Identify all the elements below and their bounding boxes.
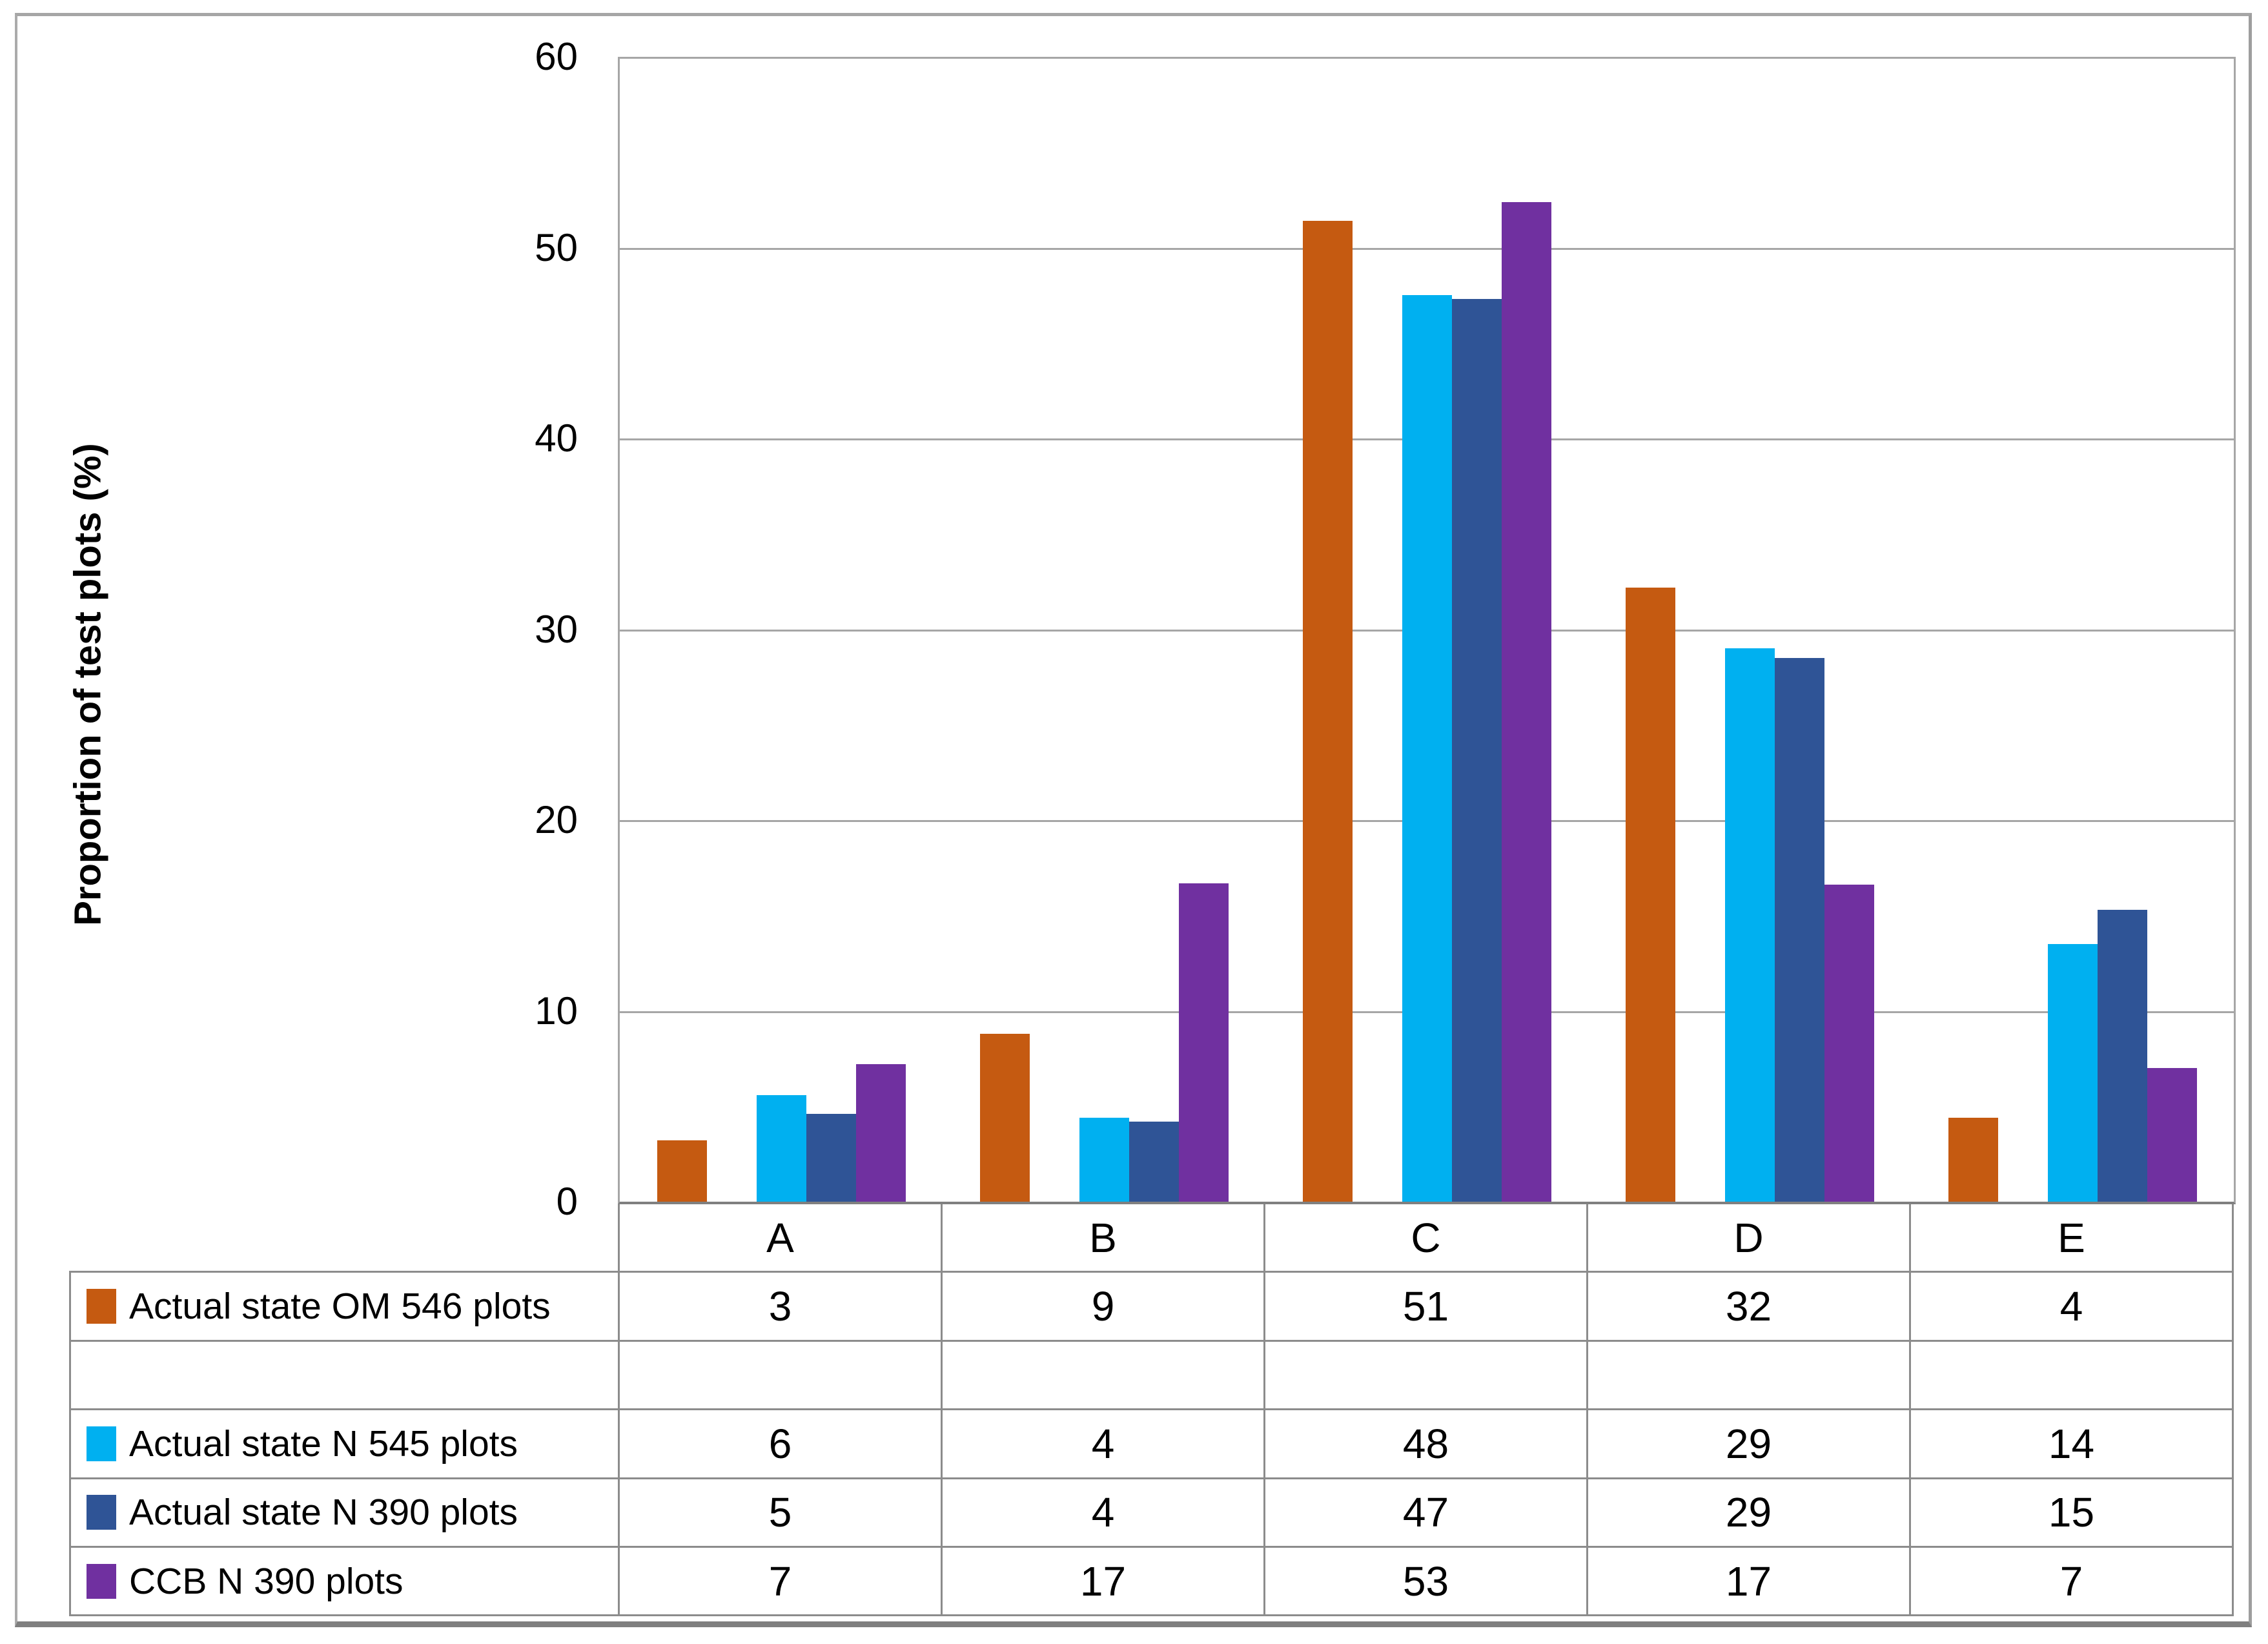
y-tick-label: 10 — [535, 989, 578, 1033]
category-header-D: D — [1588, 1204, 1911, 1273]
table-value-cell: 48 — [1265, 1410, 1588, 1479]
bar-D-series0 — [1625, 587, 1675, 1202]
plot-area — [618, 57, 2236, 1204]
table-value-cell — [943, 1341, 1265, 1411]
legend-label: Actual state N 545 plots — [129, 1423, 518, 1464]
bar-E-series2 — [2047, 944, 2098, 1202]
table-value-cell: 29 — [1588, 1479, 1911, 1548]
table-value-cell: 14 — [1911, 1410, 2234, 1479]
table-value-cell: 51 — [1265, 1273, 1588, 1342]
legend-label: Actual state OM 546 plots — [129, 1286, 551, 1328]
category-header-B: B — [943, 1204, 1265, 1273]
y-tick-label: 60 — [535, 35, 578, 78]
table-value-cell: 6 — [620, 1410, 943, 1479]
table-row-series0: Actual state OM 546 plots 3 9 51 32 4 — [69, 1273, 2236, 1342]
bar-C-series0 — [1302, 221, 1353, 1202]
table-corner-cell — [69, 1204, 620, 1273]
bar-B-series3 — [1129, 1121, 1179, 1202]
table-value-cell: 7 — [1911, 1547, 2234, 1617]
gridline — [620, 57, 2234, 59]
legend-swatch-icon — [87, 1563, 116, 1599]
table-value-cell: 32 — [1588, 1273, 1911, 1342]
y-tick-label: 20 — [535, 798, 578, 841]
bar-A-series0 — [657, 1140, 707, 1202]
gridline — [620, 247, 2234, 250]
table-value-cell: 3 — [620, 1273, 943, 1342]
legend-swatch-icon — [87, 1426, 116, 1461]
bar-D-series2 — [1724, 648, 1775, 1202]
bar-B-series4 — [1178, 883, 1229, 1202]
bar-A-series2 — [756, 1094, 806, 1202]
table-value-cell: 47 — [1265, 1479, 1588, 1548]
legend-label: CCB N 390 plots — [129, 1560, 404, 1602]
bar-C-series3 — [1451, 299, 1502, 1202]
data-table: A B C D E Actual state OM 546 plots 3 9 51 32 4 Act… — [69, 1204, 2236, 1617]
y-tick-label: 40 — [535, 416, 578, 460]
bar-C-series4 — [1501, 201, 1551, 1202]
y-tick-label: 0 — [556, 1180, 578, 1223]
table-value-cell — [1911, 1341, 2234, 1411]
bar-B-series0 — [979, 1033, 1030, 1202]
table-value-cell: 17 — [1588, 1547, 1911, 1617]
table-value-cell — [1588, 1341, 1911, 1411]
bar-D-series4 — [1824, 885, 1874, 1202]
bar-C-series2 — [1402, 295, 1452, 1202]
table-value-cell: 17 — [943, 1547, 1265, 1617]
y-tick-label: 50 — [535, 225, 578, 269]
table-row-series2: Actual state N 545 plots 6 4 48 29 14 — [69, 1410, 2236, 1479]
bar-E-series3 — [2097, 909, 2147, 1202]
table-value-cell: 4 — [943, 1479, 1265, 1548]
table-value-cell: 5 — [620, 1479, 943, 1548]
table-value-cell: 29 — [1588, 1410, 1911, 1479]
bar-B-series2 — [1079, 1117, 1129, 1202]
legend-cell: Actual state OM 546 plots — [69, 1273, 620, 1342]
legend-cell: Actual state N 545 plots — [69, 1410, 620, 1479]
y-axis-title: Proportion of test plots (%) — [66, 443, 109, 926]
bar-E-series4 — [2147, 1068, 2197, 1202]
table-value-cell — [1265, 1341, 1588, 1411]
table-value-cell — [620, 1341, 943, 1411]
table-row-series4: CCB N 390 plots 7 17 53 17 7 — [69, 1547, 2236, 1617]
legend-swatch-icon — [87, 1495, 116, 1530]
bar-E-series0 — [1948, 1117, 1998, 1202]
bar-D-series3 — [1774, 657, 1824, 1202]
legend-swatch-icon — [87, 1289, 116, 1324]
legend-cell: Actual state N 390 plots — [69, 1479, 620, 1548]
bar-A-series4 — [855, 1064, 906, 1202]
table-value-cell: 4 — [943, 1410, 1265, 1479]
bar-A-series3 — [806, 1114, 856, 1202]
legend-cell: CCB N 390 plots — [69, 1547, 620, 1617]
table-row-series3: Actual state N 390 plots 5 4 47 29 15 — [69, 1479, 2236, 1548]
category-header-A: A — [620, 1204, 943, 1273]
table-value-cell: 7 — [620, 1547, 943, 1617]
legend-label: Actual state N 390 plots — [129, 1492, 518, 1534]
category-header-C: C — [1265, 1204, 1588, 1273]
table-row-empty — [69, 1341, 2236, 1411]
table-value-cell: 53 — [1265, 1547, 1588, 1617]
table-value-cell: 4 — [1911, 1273, 2234, 1342]
legend-cell — [69, 1341, 620, 1411]
table-value-cell: 9 — [943, 1273, 1265, 1342]
y-tick-label: 30 — [535, 607, 578, 651]
category-header-E: E — [1911, 1204, 2234, 1273]
table-value-cell: 15 — [1911, 1479, 2234, 1548]
